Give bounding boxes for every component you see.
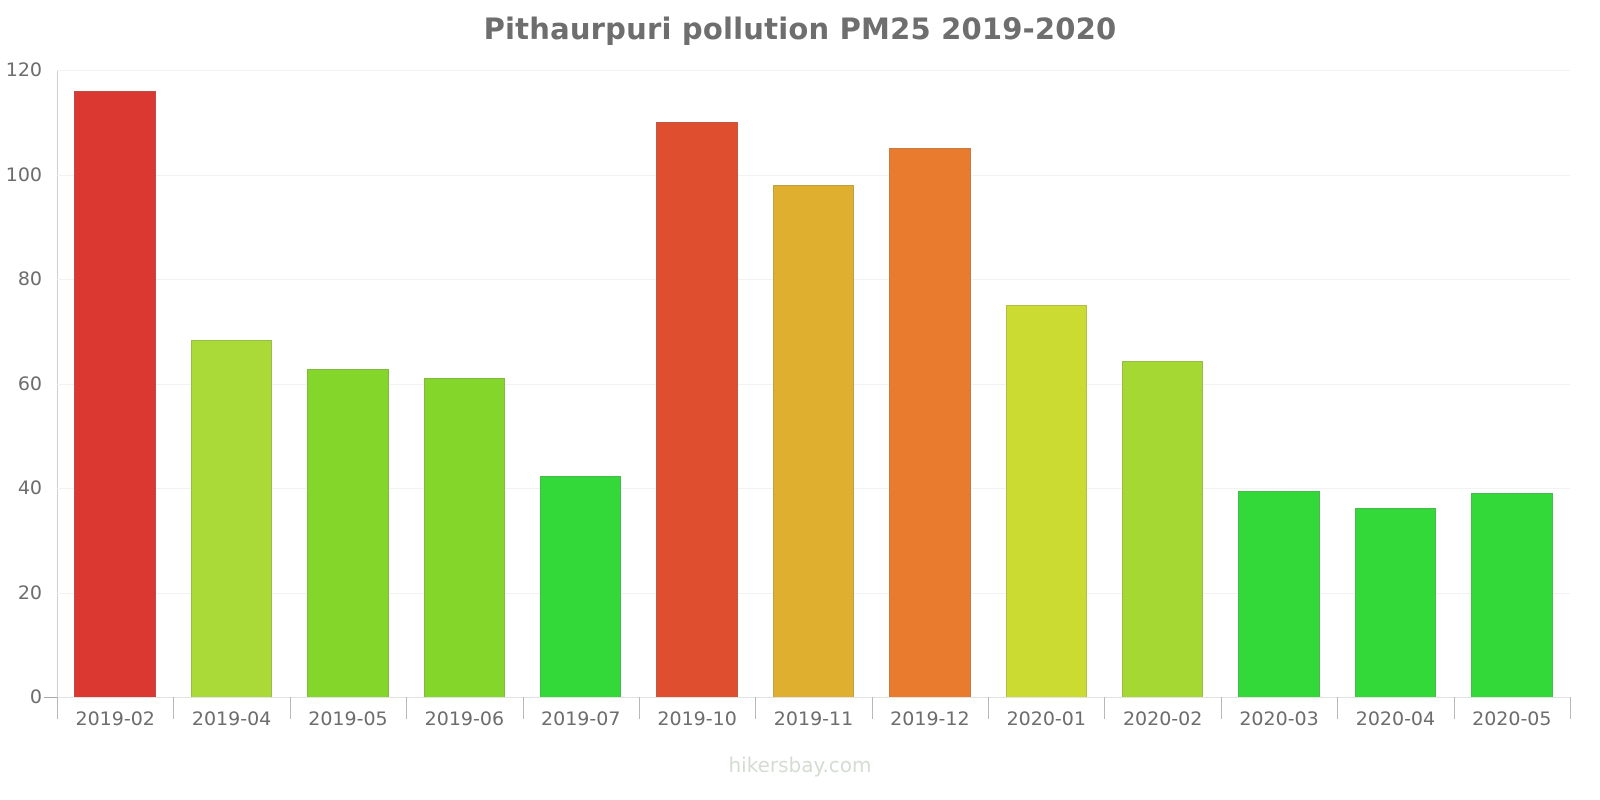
x-axis-tick-12 xyxy=(1453,697,1455,719)
bar-2020-04[interactable] xyxy=(1354,507,1437,697)
y-axis-origin-tick xyxy=(44,697,58,698)
bar-2019-06[interactable] xyxy=(423,378,506,697)
y-tick-label-40: 40 xyxy=(17,477,42,499)
gridline-100 xyxy=(57,174,1570,176)
x-tick-label-2019-05: 2019-05 xyxy=(308,708,388,730)
bar-2020-01[interactable] xyxy=(1005,305,1087,697)
x-axis-tick-7 xyxy=(871,697,873,719)
y-tick-label-100: 100 xyxy=(5,163,42,186)
x-axis-tick-2 xyxy=(289,697,291,719)
watermark-hikersbay: hikersbay.com xyxy=(728,753,872,777)
x-axis-tick-11 xyxy=(1337,697,1339,719)
bar-2019-04[interactable] xyxy=(190,339,273,697)
x-axis-tick-1 xyxy=(173,697,175,719)
x-axis-tick-9 xyxy=(1104,697,1106,719)
gridline-120 xyxy=(57,70,1570,71)
bar-2020-05[interactable] xyxy=(1471,493,1553,697)
y-tick-label-60: 60 xyxy=(17,372,42,395)
x-tick-label-2020-04: 2020-04 xyxy=(1355,708,1436,730)
x-axis-tick-5 xyxy=(638,697,640,719)
gridline-0 xyxy=(57,697,1570,698)
bar-2020-03[interactable] xyxy=(1238,491,1320,697)
x-tick-label-2019-11: 2019-11 xyxy=(773,708,854,730)
x-tick-label-2019-10: 2019-10 xyxy=(657,708,737,730)
bar-2019-10[interactable] xyxy=(656,122,738,697)
x-axis-tick-10 xyxy=(1220,697,1222,719)
x-axis-tick-8 xyxy=(988,697,990,719)
x-tick-label-2019-02: 2019-02 xyxy=(75,708,155,730)
x-tick-label-2020-02: 2020-02 xyxy=(1122,708,1203,730)
bar-2019-11[interactable] xyxy=(772,184,855,697)
x-axis-tick-end xyxy=(1570,697,1571,719)
x-axis-tick-0 xyxy=(57,697,58,719)
chart-title: Pithaurpuri pollution PM25 2019-2020 xyxy=(483,12,1117,46)
x-tick-label-2020-01: 2020-01 xyxy=(1006,708,1086,730)
y-tick-label-20: 20 xyxy=(17,581,42,604)
y-tick-label-80: 80 xyxy=(17,268,42,290)
x-axis-tick-3 xyxy=(406,697,408,719)
y-tick-label-120: 120 xyxy=(5,59,42,81)
x-tick-label-2020-05: 2020-05 xyxy=(1472,708,1552,730)
bar-2020-02[interactable] xyxy=(1121,361,1204,697)
bar-2019-12[interactable] xyxy=(889,148,971,697)
bar-2019-05[interactable] xyxy=(307,369,389,697)
x-tick-label-2019-12: 2019-12 xyxy=(890,708,970,730)
x-tick-label-2020-03: 2020-03 xyxy=(1239,708,1319,730)
plot-area xyxy=(57,70,1570,698)
x-tick-label-2019-07: 2019-07 xyxy=(541,708,621,730)
x-axis-tick-4 xyxy=(522,697,524,719)
x-axis-tick-6 xyxy=(755,697,757,719)
x-tick-label-2019-04: 2019-04 xyxy=(191,708,272,730)
x-tick-label-2019-06: 2019-06 xyxy=(424,708,505,730)
bar-2019-07[interactable] xyxy=(539,475,622,697)
bar-2019-02[interactable] xyxy=(74,90,156,697)
y-tick-label-0: 0 xyxy=(29,686,42,708)
